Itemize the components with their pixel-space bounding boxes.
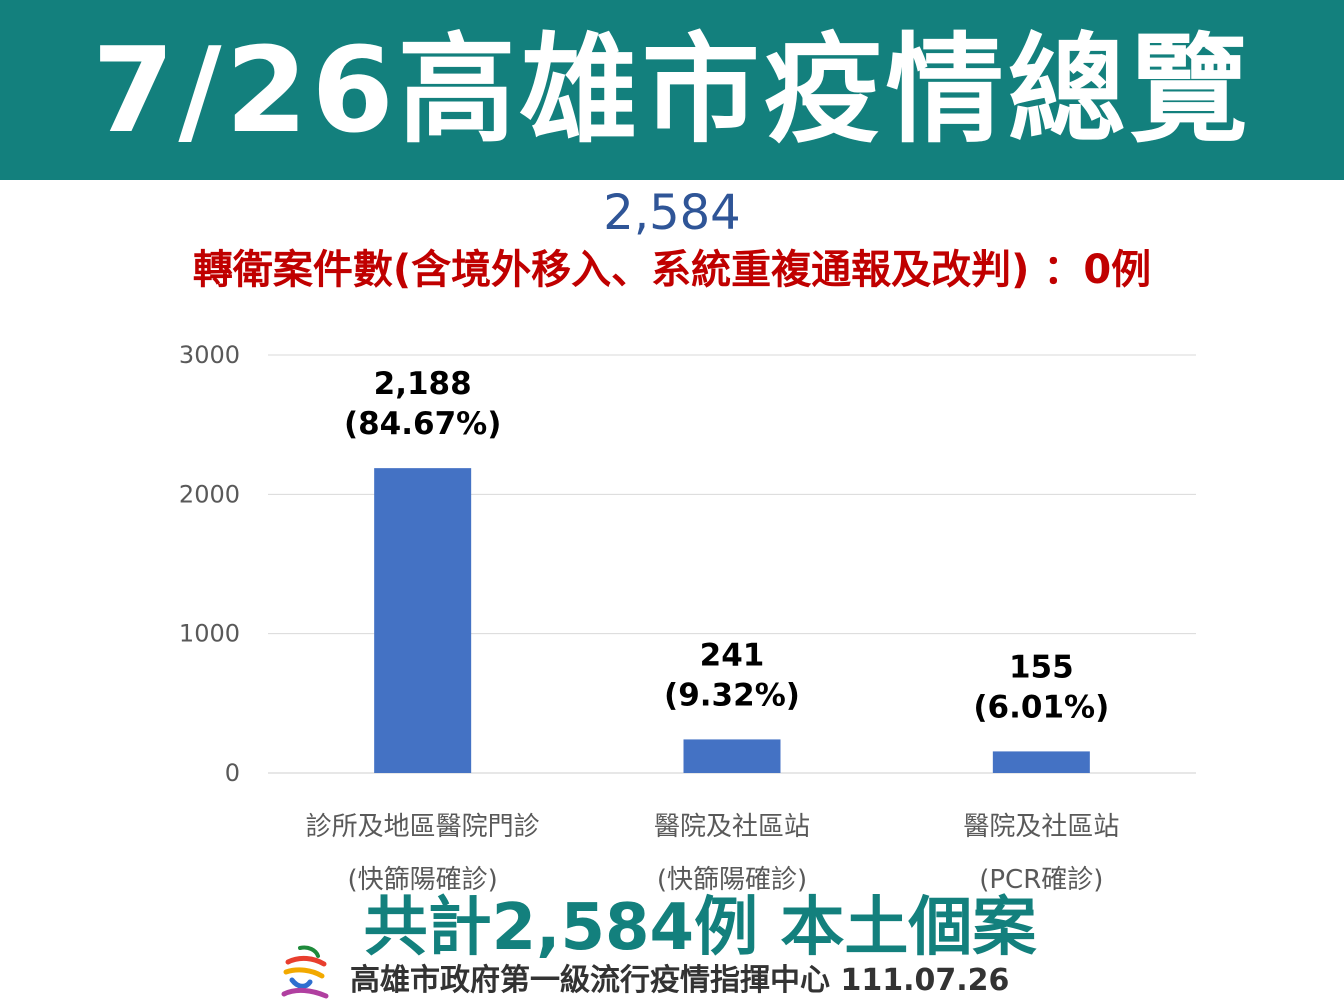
y-tick-label: 2000 (179, 480, 240, 508)
bar-percent-label: (9.32%) (664, 677, 800, 713)
x-category-label: 診所及地區醫院門診 (306, 812, 540, 842)
bar-percent-label: (6.01%) (973, 689, 1109, 725)
x-category-sublabel: (PCR確診) (979, 865, 1103, 895)
footer-organization: 高雄市政府第一級流行疫情指揮中心 111.07.26 (350, 963, 1010, 998)
y-tick-label: 3000 (179, 341, 240, 369)
header-banner: 7/26高雄市疫情總覽 (0, 0, 1344, 180)
bar (374, 468, 472, 773)
y-tick-label: 1000 (179, 620, 240, 648)
footer-total: 共計2,584例 本土個案 (363, 891, 1037, 965)
bar-value-label: 155 (1009, 649, 1074, 685)
bar-value-label: 241 (700, 637, 765, 673)
x-category-sublabel: (快篩陽確診) (348, 865, 498, 895)
x-category-label: 醫院及社區站 (654, 812, 810, 842)
bar (683, 739, 781, 773)
transfer-cases-note: 轉衛案件數(含境外移入、系統重複通報及改判) ：0例 (192, 247, 1152, 293)
bar-value-label: 2,188 (374, 366, 472, 402)
kaohsiung-logo (281, 945, 329, 999)
total-cases-value: 2,584 (603, 185, 741, 241)
bar (992, 751, 1090, 773)
x-category-label: 醫院及社區站 (963, 812, 1119, 842)
page-title: 7/26高雄市疫情總覽 (92, 21, 1252, 159)
y-tick-label: 0 (225, 759, 240, 787)
x-category-sublabel: (快篩陽確診) (657, 865, 807, 895)
bar-percent-label: (84.67%) (344, 406, 501, 442)
